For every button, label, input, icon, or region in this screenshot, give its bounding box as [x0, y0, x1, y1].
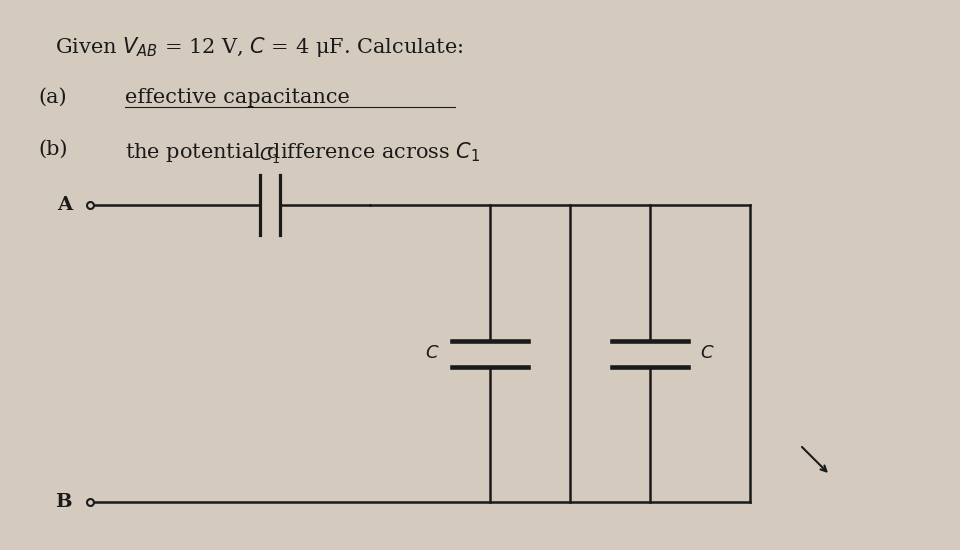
Text: A: A [57, 196, 72, 214]
Text: Given $V_{AB}$ = 12 V, $C$ = 4 μF. Calculate:: Given $V_{AB}$ = 12 V, $C$ = 4 μF. Calcu… [55, 35, 464, 59]
Text: the potential difference across $C_1$: the potential difference across $C_1$ [125, 140, 480, 164]
Text: $C$: $C$ [425, 344, 440, 362]
Text: $C_1$: $C_1$ [259, 145, 280, 165]
Text: $C$: $C$ [700, 344, 714, 362]
Text: effective capacitance: effective capacitance [125, 88, 349, 107]
Text: (a): (a) [38, 88, 66, 107]
Text: (b): (b) [38, 140, 67, 159]
Text: B: B [56, 493, 72, 511]
